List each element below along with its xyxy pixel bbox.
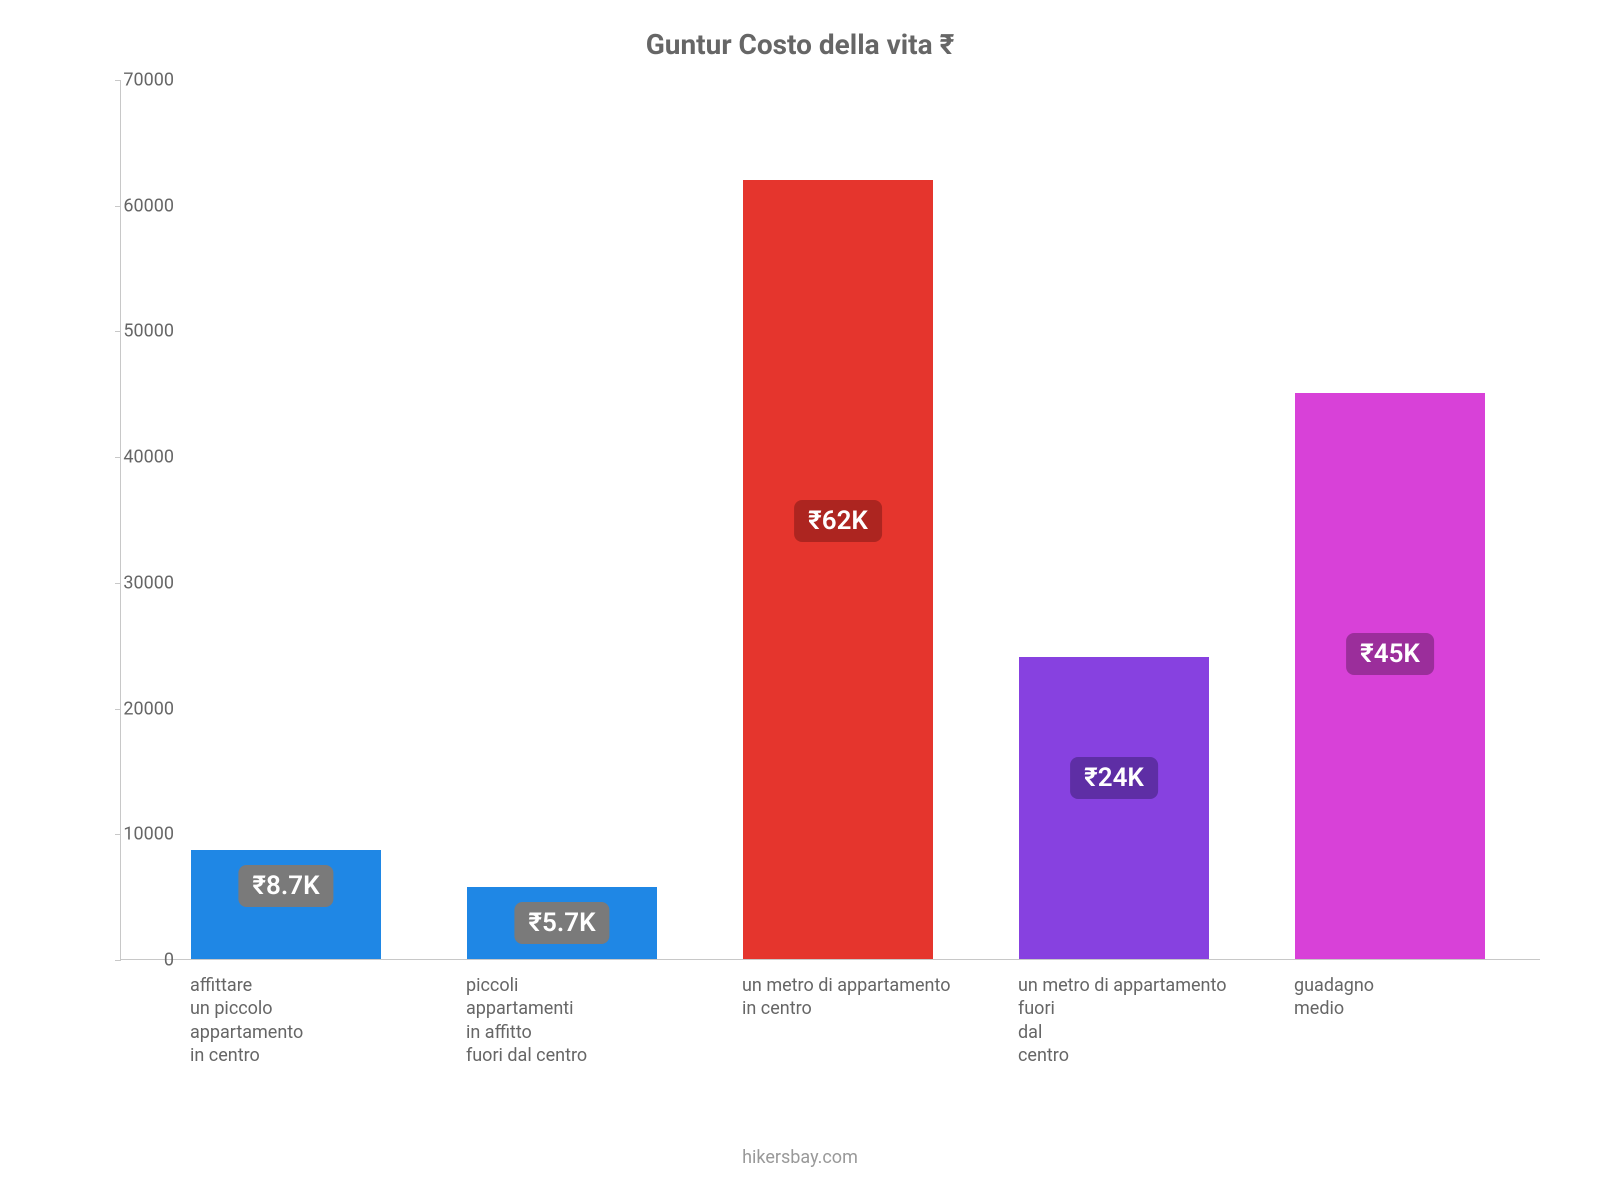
y-tick-label: 60000 xyxy=(74,195,174,216)
bar xyxy=(1019,657,1209,959)
plot-area: ₹8.7K ₹5.7K ₹62K ₹24K ₹45K xyxy=(120,80,1540,960)
value-badge: ₹8.7K xyxy=(238,865,333,907)
value-badge: ₹62K xyxy=(794,500,882,542)
y-tick-label: 10000 xyxy=(74,824,174,845)
chart-title: Guntur Costo della vita ₹ xyxy=(0,28,1600,61)
x-category-label: un metro di appartamento in centro xyxy=(742,974,950,1021)
value-badge: ₹24K xyxy=(1070,757,1158,799)
y-tick-label: 0 xyxy=(74,950,174,971)
x-category-label: affittare un piccolo appartamento in cen… xyxy=(190,974,303,1068)
x-category-label: un metro di appartamento fuori dal centr… xyxy=(1018,974,1226,1068)
footer-attribution: hikersbay.com xyxy=(0,1147,1600,1168)
value-badge: ₹5.7K xyxy=(514,902,609,944)
y-tick-label: 50000 xyxy=(74,321,174,342)
y-tick-label: 40000 xyxy=(74,447,174,468)
x-category-label: guadagno medio xyxy=(1294,974,1374,1021)
y-tick-label: 30000 xyxy=(74,572,174,593)
y-tick-label: 70000 xyxy=(74,70,174,91)
value-badge: ₹45K xyxy=(1346,633,1434,675)
bar xyxy=(743,180,933,959)
bar xyxy=(1295,393,1485,959)
x-category-label: piccoli appartamenti in affitto fuori da… xyxy=(466,974,587,1068)
y-tick-label: 20000 xyxy=(74,698,174,719)
